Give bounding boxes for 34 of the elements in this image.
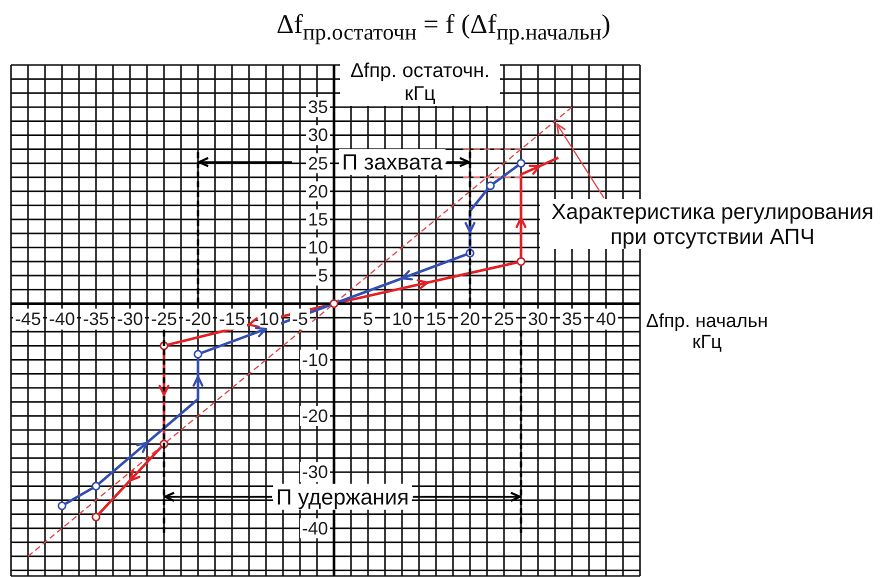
y-tick-label: -10	[302, 350, 328, 370]
x-tick-label: -15	[218, 309, 246, 330]
x-tick-label: 5	[362, 309, 374, 330]
annotation: Характеристика регулирования при отсутствии АПЧ	[540, 199, 885, 249]
x-tick-label: -35	[82, 309, 110, 330]
y-tick-label: -20	[302, 406, 328, 426]
x-tick-label: 10	[392, 309, 412, 330]
x-tick-label: -30	[116, 309, 144, 330]
x-tick-label: 40	[596, 309, 616, 330]
y-tick-label: 10	[308, 238, 328, 258]
y-tick-label: 30	[308, 125, 328, 146]
x-tick-label: -20	[184, 309, 212, 330]
ref-line-label: П удержания	[276, 484, 409, 510]
x-tick-label: -5	[292, 309, 308, 330]
x-tick-label: 20	[460, 309, 480, 330]
x-tick-label: -25	[150, 309, 178, 330]
y-axis-title: Δfпр. остаточн. кГц	[340, 60, 500, 106]
x-tick-label: 15	[426, 309, 446, 330]
x-tick-label: -45	[14, 309, 42, 330]
y-tick-label: 15	[308, 209, 328, 230]
y-tick-label: 20	[308, 181, 328, 202]
ref-line-label: П захвата	[342, 150, 444, 175]
y-tick-label: 25	[308, 153, 328, 174]
x-tick-label: 30	[528, 309, 548, 330]
x-axis-title: Δfпр. начальн кГц	[643, 310, 771, 353]
y-tick-label: 5	[318, 266, 328, 286]
y-tick-label: -30	[302, 462, 328, 482]
x-tick-label: -40	[48, 309, 76, 330]
x-tick-label: -10	[252, 309, 280, 330]
x-tick-label: 25	[494, 309, 514, 330]
y-tick-label: -40	[302, 518, 328, 538]
y-tick-label: 35	[308, 97, 328, 118]
x-tick-label: 35	[562, 309, 582, 330]
chart-title: Δf$_{пр.остаточн}$ = f (Δf$_{пр.начальн}$)	[275, 9, 612, 46]
